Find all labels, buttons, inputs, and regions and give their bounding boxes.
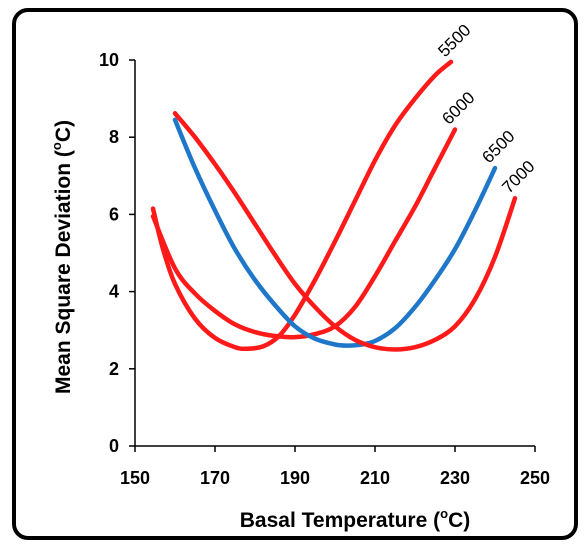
y-tick-label: 2 (109, 359, 119, 379)
y-ticks: 0 2 4 6 8 10 (99, 50, 135, 456)
x-tick-label: 230 (440, 468, 470, 488)
y-tick-label: 4 (109, 282, 119, 302)
chart-border (12, 8, 578, 540)
series-line-6000 (150, 127, 458, 340)
y-tick-label: 0 (109, 436, 119, 456)
y-axis-title: Mean Square Deviation (oC) (49, 120, 75, 394)
x-tick-label: 190 (280, 468, 310, 488)
series-layer (150, 59, 518, 352)
series-line-5500 (150, 59, 454, 352)
x-tick-label: 150 (120, 468, 150, 488)
y-tick-label: 10 (99, 50, 119, 70)
x-ticks: 150 170 190 210 230 250 (120, 446, 550, 488)
series-line-7000 (172, 111, 518, 352)
y-tick-label: 8 (109, 127, 119, 147)
x-axis-title: Basal Temperature (oC) (240, 506, 470, 532)
x-tick-label: 210 (360, 468, 390, 488)
x-tick-label: 170 (200, 468, 230, 488)
y-tick-label: 6 (109, 204, 119, 224)
series-line-6500 (172, 117, 498, 348)
x-tick-label: 250 (520, 468, 550, 488)
